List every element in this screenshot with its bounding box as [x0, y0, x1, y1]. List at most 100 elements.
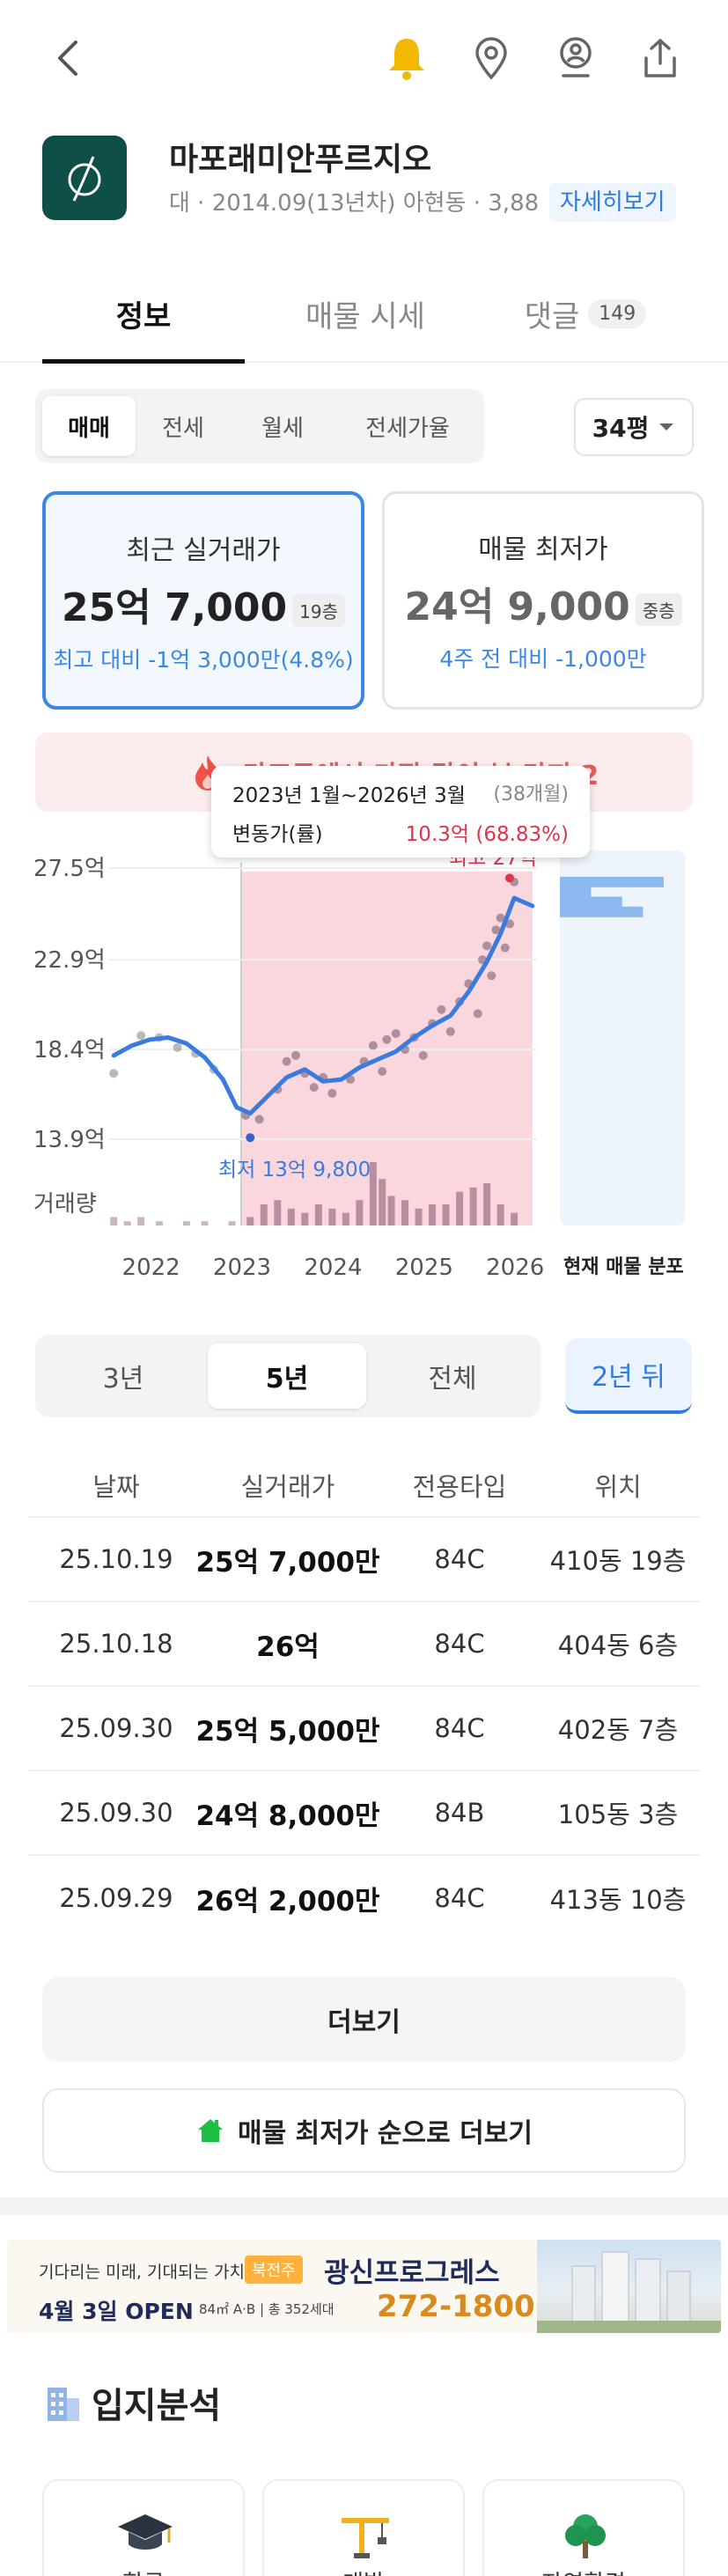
- row-type: 84C: [434, 1544, 485, 1574]
- y-tick-label: 18.4억: [33, 1037, 106, 1064]
- row-location: 402동 7층: [557, 1715, 679, 1745]
- table-row[interactable]: 25.10.19 25억 7,000만 84C 410동 19층: [28, 1518, 700, 1602]
- main-tabs: 정보 매물 시세 댓글 149: [0, 264, 728, 364]
- header-price: 실거래가: [240, 1472, 335, 1502]
- recent-deal-price-row: 25억 7,000 19층: [46, 576, 361, 632]
- top-bar: [0, 0, 728, 118]
- transaction-dot: [378, 1067, 387, 1076]
- recent-deal-change: 최고 대비 -1억 3,000만(4.8%): [53, 647, 354, 673]
- volume-bar: [496, 1204, 504, 1225]
- lowest-listing-price-row: 24억 9,000 중층: [385, 575, 702, 631]
- table-row[interactable]: 25.09.30 25억 5,000만 84C 402동 7층: [28, 1687, 700, 1771]
- period-3y[interactable]: 3년: [102, 1364, 144, 1395]
- tab-info[interactable]: 정보: [42, 264, 245, 363]
- home-icon: [195, 2116, 225, 2145]
- x-tick-label: 2026: [486, 1255, 544, 1281]
- row-price: 26억: [256, 1630, 320, 1663]
- volume-bar: [228, 1221, 236, 1225]
- x-tick-label: 2022: [122, 1255, 180, 1281]
- volume-bar: [314, 1204, 322, 1225]
- row-date: 25.09.30: [59, 1798, 173, 1828]
- apartment-name: 마포래미안푸르지오: [169, 142, 432, 178]
- transaction-dot: [391, 1028, 401, 1038]
- volume-bar: [379, 1179, 386, 1225]
- period-5y[interactable]: 5년: [208, 1343, 366, 1409]
- y-tick-label: 13.9억: [33, 1127, 106, 1153]
- transaction-dot: [487, 971, 496, 981]
- deal-type-sale[interactable]: 매매: [42, 396, 136, 456]
- min-marker: [246, 1133, 255, 1143]
- table-header: 날짜 실거래가 전용타입 위치: [28, 1454, 700, 1518]
- row-type: 84B: [434, 1798, 485, 1828]
- apartment-logo: [42, 136, 127, 220]
- caret-down-icon: [659, 423, 674, 431]
- volume-bar: [260, 1204, 268, 1225]
- detail-button[interactable]: 자세히보기: [549, 183, 676, 222]
- lowest-price-more-button[interactable]: 매물 최저가 순으로 더보기: [42, 2088, 686, 2173]
- size-select-value: 34평: [592, 414, 650, 443]
- transaction-dot: [254, 1115, 264, 1124]
- tab-listing-price-label: 매물 시세: [305, 298, 425, 335]
- location-card-development[interactable]: 개발: [262, 2479, 465, 2576]
- ad-spec: 84㎡ A·B | 총 352세대: [199, 2301, 335, 2317]
- ad-phone: 272-1800: [377, 2289, 535, 2324]
- location-card-nature[interactable]: 자연환경: [482, 2479, 685, 2576]
- more-button[interactable]: 더보기: [42, 1977, 686, 2062]
- tab-listing-price[interactable]: 매물 시세: [264, 264, 467, 363]
- bell-icon[interactable]: [382, 33, 431, 83]
- distribution-bar: [560, 906, 643, 917]
- deal-type-jeonse-ratio[interactable]: 전세가율: [365, 415, 450, 442]
- ad-banner[interactable]: 기다리는 미래, 기대되는 가치 북전주 광신프로그레스 4월 3일 OPEN …: [7, 2240, 721, 2333]
- table-row[interactable]: 25.09.30 24억 8,000만 84B 105동 3층: [28, 1771, 700, 1856]
- transaction-dot: [473, 1009, 482, 1019]
- location-card-label: 학군: [44, 2565, 243, 2576]
- volume-bar: [429, 1204, 437, 1225]
- location-analysis-title: 입지분석: [42, 2377, 221, 2428]
- tooltip-value: 10.3억 (68.83%): [405, 823, 569, 846]
- back-icon[interactable]: [44, 33, 93, 83]
- transaction-dot: [482, 941, 492, 951]
- header-type: 전용타입: [412, 1472, 507, 1502]
- volume-bar: [369, 1162, 377, 1225]
- period-all[interactable]: 전체: [428, 1364, 477, 1395]
- deal-type-monthly[interactable]: 월세: [261, 415, 304, 442]
- volume-bar: [246, 1217, 254, 1225]
- lowest-listing-card[interactable]: 매물 최저가 24억 9,000 중층 4주 전 대비 -1,000만: [382, 491, 704, 710]
- ad-building-image: [537, 2240, 721, 2333]
- location-card-school[interactable]: 학군: [42, 2479, 245, 2576]
- recent-deal-card[interactable]: 최근 실거래가 25억 7,000 19층 최고 대비 -1억 3,000만(4.…: [42, 491, 364, 710]
- distribution-label: 현재 매물 분포: [563, 1256, 684, 1278]
- chart-tooltip: 2023년 1월~2026년 3월 (38개월) 변동가(률) 10.3억 (6…: [211, 766, 590, 857]
- transaction-dot: [282, 1056, 291, 1066]
- apartment-header: 마포래미안푸르지오 대 · 2014.09(13년차) 아현동 · 3,88 자…: [0, 123, 728, 238]
- size-select[interactable]: 34평: [574, 398, 694, 456]
- table-row[interactable]: 25.10.18 26억 84C 404동 6층: [28, 1602, 700, 1687]
- volume-bar: [110, 1217, 118, 1225]
- volume-bar: [415, 1208, 423, 1225]
- volume-bar: [201, 1221, 209, 1225]
- deal-type-jeonse[interactable]: 전세: [162, 415, 204, 442]
- forecast-2y-button[interactable]: 2년 뒤: [565, 1338, 692, 1414]
- price-chart[interactable]: 27.5억 22.9억 18.4억 13.9억 거래량 최저 13억 9,800 최고 27…: [0, 828, 728, 1285]
- section-divider: [0, 2197, 728, 2215]
- comment-count-badge: 149: [588, 298, 647, 328]
- transaction-dot: [136, 1031, 146, 1041]
- tab-comments[interactable]: 댓글 149: [484, 264, 687, 363]
- deal-type-selector: 매매 전세 월세 전세가율: [35, 389, 484, 463]
- row-date: 25.10.19: [59, 1544, 173, 1574]
- transaction-dot: [445, 1027, 455, 1036]
- tree-icon: [565, 2514, 606, 2558]
- brand-logo-icon: [68, 156, 101, 202]
- volume-bar: [511, 1212, 518, 1225]
- location-user-icon[interactable]: [551, 33, 600, 83]
- map-pin-icon[interactable]: [467, 33, 516, 83]
- share-icon[interactable]: [636, 33, 685, 83]
- volume-bar: [182, 1221, 190, 1225]
- table-row[interactable]: 25.09.29 26억 2,000만 84C 413동 10층: [28, 1856, 700, 1940]
- lowest-listing-price: 24억 9,000: [404, 585, 630, 629]
- location-card-label: 자연환경: [484, 2565, 683, 2576]
- distribution-bar: [560, 896, 622, 908]
- transaction-dot: [309, 1083, 319, 1093]
- row-date: 25.09.30: [59, 1713, 173, 1743]
- header-date: 날짜: [92, 1472, 140, 1502]
